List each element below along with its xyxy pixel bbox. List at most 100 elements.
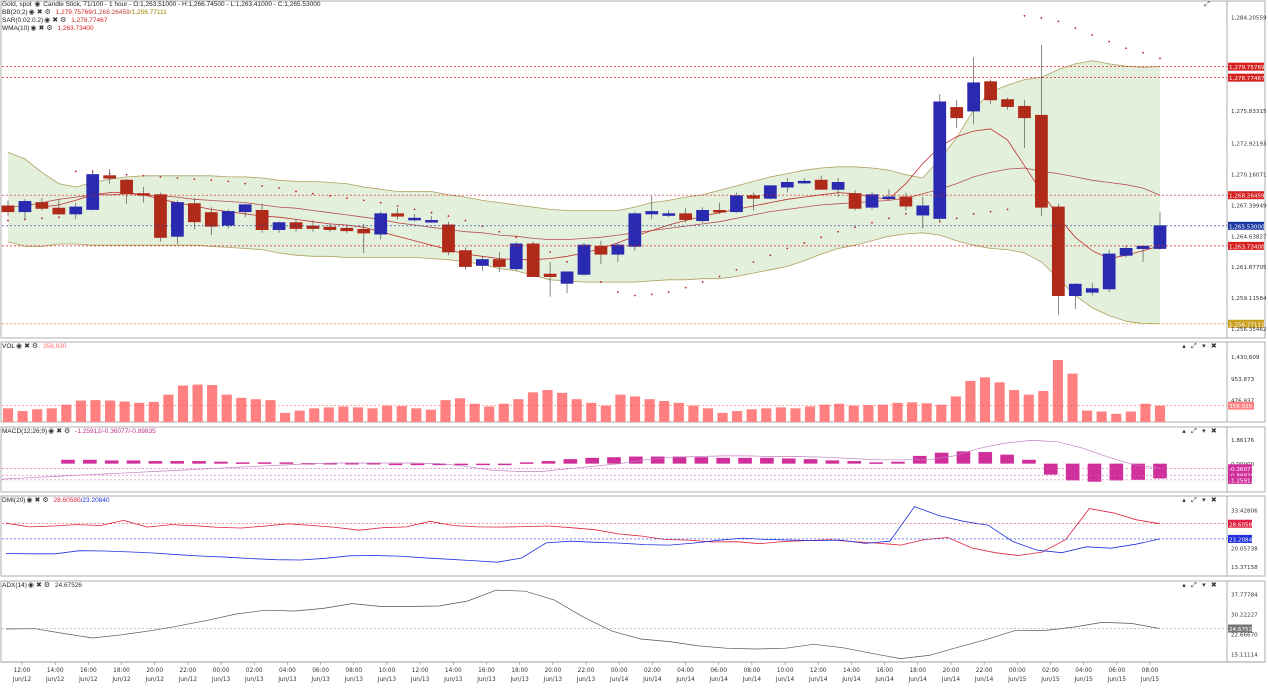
- close-icon[interactable]: ✖: [1210, 497, 1217, 504]
- volume-bar: [367, 408, 378, 422]
- volume-bar: [338, 406, 349, 422]
- macd-histogram-bar: [519, 462, 534, 464]
- eye-icon[interactable]: ◉: [27, 582, 34, 589]
- bollinger-upper-line: [7, 60, 1161, 211]
- candle-body: [120, 179, 133, 195]
- sar-dot: [752, 261, 755, 263]
- macd-histogram-bar: [738, 457, 752, 464]
- volume-bar: [2, 408, 14, 422]
- eye-icon[interactable]: ◉: [48, 428, 55, 435]
- expand-icon[interactable]: ⤢: [1191, 582, 1197, 589]
- close-icon[interactable]: ✖: [36, 9, 43, 16]
- sar-dot: [210, 179, 213, 182]
- gear-icon[interactable]: ⚙: [60, 17, 67, 24]
- volume-bar: [907, 402, 918, 422]
- arrow-up-icon[interactable]: ▴: [1182, 428, 1186, 435]
- expand-icon[interactable]: ⤢: [1191, 343, 1197, 350]
- macd-histogram-bar: [1000, 454, 1014, 464]
- sar-dot: [549, 250, 552, 253]
- date-tick-label: Jun/12: [45, 677, 65, 683]
- sar-dot: [1125, 47, 1128, 50]
- gear-icon[interactable]: ⚙: [31, 343, 39, 350]
- arrow-down-icon[interactable]: ▾: [1202, 582, 1206, 589]
- eye-icon[interactable]: ◉: [44, 17, 51, 24]
- close-icon[interactable]: ✖: [1210, 343, 1217, 350]
- price-tick-label: 1,265.53000: [1229, 224, 1265, 230]
- gear-icon[interactable]: ⚙: [46, 25, 53, 32]
- macd-histogram-bar: [1043, 463, 1058, 475]
- indicator-value: /23.20840: [80, 497, 110, 504]
- adx-tick-label: 30.22227: [1231, 612, 1258, 618]
- gear-icon[interactable]: ⚙: [44, 9, 51, 16]
- time-tick-label: 04:00: [677, 668, 694, 674]
- close-icon[interactable]: ✖: [34, 497, 41, 504]
- candle-body: [442, 224, 455, 253]
- volume-tick-label: 953,873: [1231, 377, 1255, 383]
- arrow-up-icon[interactable]: ▴: [1182, 343, 1186, 350]
- expand-icon[interactable]: ⤢: [1191, 497, 1197, 504]
- date-tick-label: Jun/14: [874, 677, 894, 683]
- gear-icon[interactable]: ⚙: [43, 582, 51, 589]
- close-icon[interactable]: ✖: [38, 25, 45, 32]
- eye-icon[interactable]: ◉: [26, 497, 33, 504]
- close-icon[interactable]: ✖: [1210, 428, 1217, 435]
- arrow-down-icon[interactable]: ▾: [1202, 343, 1206, 350]
- eye-icon[interactable]: ◉: [15, 343, 23, 350]
- price-tick-label: 1,256.35462: [1231, 327, 1267, 333]
- indicator-value: 28.60580: [53, 497, 81, 504]
- arrow-up-icon[interactable]: ▴: [1182, 497, 1186, 504]
- expand-icon[interactable]: ⤢: [1191, 428, 1197, 435]
- arrow-up-icon[interactable]: ▴: [1182, 582, 1186, 589]
- sar-dot: [955, 217, 958, 220]
- volume-bar: [148, 401, 159, 422]
- close-icon[interactable]: ✖: [52, 17, 59, 24]
- sar-dot: [345, 197, 348, 200]
- volume-bar: [250, 399, 261, 422]
- volume-bar: [396, 406, 407, 422]
- volume-bar: [105, 400, 116, 422]
- arrow-down-icon[interactable]: ▾: [1202, 428, 1206, 435]
- time-tick-label: 22:00: [578, 668, 595, 674]
- close-icon[interactable]: ✖: [36, 582, 42, 589]
- sar-dot: [125, 173, 128, 176]
- collapse-icon[interactable]: ⤢: [1204, 1, 1210, 8]
- time-tick-label: 04:00: [1075, 668, 1092, 674]
- indicator-row: BB(20;2)◉ ✖ ⚙ 1,279.75769/1,268.26459/1,256…: [2, 9, 167, 17]
- panel-name: MACD(12;26;9): [2, 428, 48, 435]
- macd-histogram-bar: [345, 463, 359, 465]
- volume-bar: [790, 408, 801, 422]
- indicator-name: WMA(10): [2, 25, 30, 32]
- volume-bar: [17, 411, 28, 422]
- close-icon[interactable]: ✖: [1210, 582, 1217, 589]
- sar-dot: [600, 281, 602, 283]
- bollinger-lower-line: [7, 232, 1161, 325]
- macd-histogram-bar: [607, 457, 621, 464]
- indicator-value: -1.25912/-0.36077/-0.89835: [75, 428, 156, 435]
- eye-icon[interactable]: ◉: [30, 25, 37, 32]
- macd-tag: [1228, 464, 1252, 473]
- indicator-row: SAR(0.02;0.2)◉ ✖ ⚙ 1,278.77467: [2, 17, 107, 25]
- sar-dot: [1108, 40, 1111, 43]
- volume-bar: [279, 412, 291, 422]
- candle-body: [459, 250, 472, 267]
- candle-body: [645, 211, 659, 215]
- date-tick-label: Jun/15: [1040, 677, 1060, 683]
- gear-icon[interactable]: ⚙: [64, 428, 71, 435]
- sar-dot: [142, 174, 145, 177]
- macd-histogram-bar: [694, 457, 709, 464]
- gear-icon[interactable]: ⚙: [42, 497, 49, 504]
- macd-histogram-bar: [629, 456, 643, 464]
- eye-icon[interactable]: ◉: [28, 9, 35, 16]
- arrow-down-icon[interactable]: ▾: [1202, 497, 1206, 504]
- close-icon[interactable]: ✖: [56, 428, 63, 435]
- volume-tick-label: 358,930: [1229, 404, 1253, 410]
- sar-dot: [7, 219, 9, 222]
- eye-icon[interactable]: ◉: [34, 1, 41, 8]
- macd-histogram-bar: [934, 452, 949, 464]
- volume-bar: [323, 407, 334, 422]
- candle-body: [763, 185, 777, 199]
- close-icon[interactable]: ✖: [24, 343, 30, 350]
- time-tick-label: 10:00: [379, 668, 396, 674]
- volume-bar: [732, 411, 743, 422]
